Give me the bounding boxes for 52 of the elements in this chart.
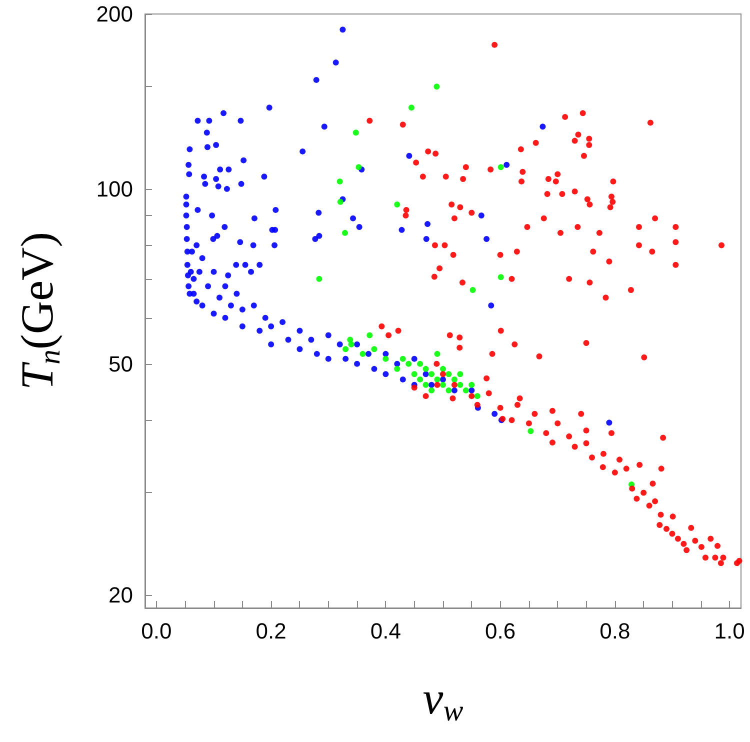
point xyxy=(498,164,504,170)
point xyxy=(342,230,348,236)
point xyxy=(422,366,429,372)
point xyxy=(352,130,359,136)
point xyxy=(348,341,354,348)
y-tick-label: 20 xyxy=(108,582,133,608)
point xyxy=(417,376,424,382)
point xyxy=(528,428,534,434)
point xyxy=(382,356,389,362)
point xyxy=(422,382,429,388)
point xyxy=(394,202,400,208)
point xyxy=(462,387,469,394)
point xyxy=(356,164,362,170)
point xyxy=(474,393,480,400)
y-axis-title: Tn(GeV) xyxy=(12,232,66,390)
y-tick-label: 200 xyxy=(96,2,133,26)
point xyxy=(417,360,424,367)
point xyxy=(434,350,440,357)
point xyxy=(342,346,349,352)
point xyxy=(366,332,373,338)
point xyxy=(360,350,366,357)
point xyxy=(316,276,322,282)
point xyxy=(440,382,446,388)
x-tick-label: 0.2 xyxy=(256,618,286,644)
point xyxy=(457,371,464,378)
x-tick-label: 0.0 xyxy=(141,618,172,644)
point xyxy=(428,371,435,378)
x-tick-label: 0.4 xyxy=(370,618,401,644)
point xyxy=(434,84,440,90)
point xyxy=(457,382,464,388)
point xyxy=(411,371,418,378)
point xyxy=(498,274,504,280)
x-tick-label: 0.6 xyxy=(485,618,516,644)
point xyxy=(440,366,446,372)
point xyxy=(451,376,458,382)
point xyxy=(406,360,412,367)
x-tick-label: 1.0 xyxy=(714,618,745,644)
point xyxy=(336,178,343,184)
point xyxy=(428,387,435,394)
point xyxy=(408,104,414,111)
point xyxy=(468,382,475,388)
point xyxy=(337,198,344,205)
point xyxy=(446,387,452,394)
y-tick-label: 100 xyxy=(96,176,133,202)
point xyxy=(470,286,476,293)
point xyxy=(400,356,406,362)
point xyxy=(446,371,452,378)
point xyxy=(371,346,378,352)
x-tick-label: 0.8 xyxy=(600,618,630,644)
point xyxy=(434,376,440,382)
y-tick-label: 50 xyxy=(108,351,133,376)
point xyxy=(394,366,400,372)
